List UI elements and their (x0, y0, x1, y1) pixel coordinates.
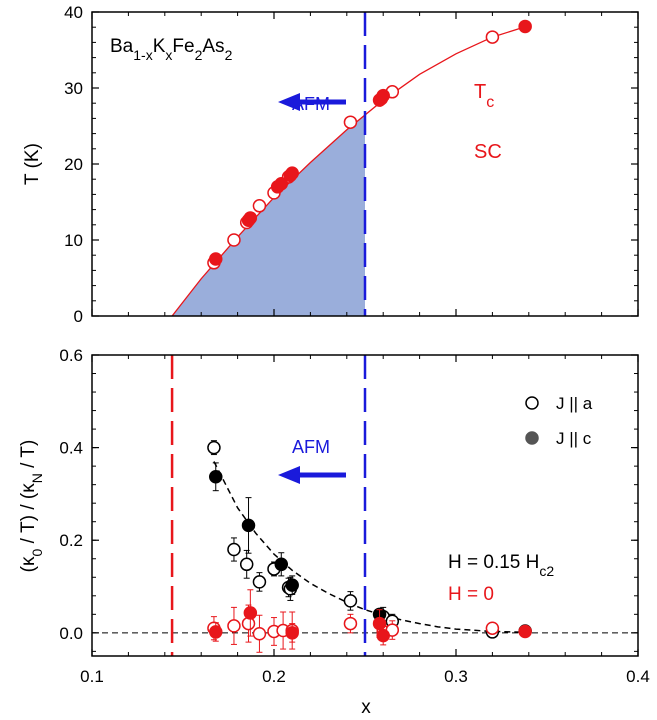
data-point (227, 542, 241, 557)
data-point (227, 619, 241, 633)
y-tick-label: 0.2 (59, 531, 83, 550)
y-tick-label: 30 (64, 79, 83, 98)
y-tick-label: 0.6 (59, 346, 83, 365)
data-point (243, 211, 258, 225)
h-field-label-part: c2 (539, 563, 554, 579)
data-point (274, 557, 289, 572)
h-field-label-part: H = 0.15 H (448, 552, 539, 573)
y-tick-label: 10 (64, 231, 83, 250)
compound-label-part: Fe (172, 36, 194, 57)
y-tick-label: 20 (64, 155, 83, 174)
y-axis-label-bottom-part: / T) (18, 440, 39, 473)
tc-label-part: T (474, 81, 486, 103)
y-tick-label: 40 (64, 3, 83, 22)
data-point (518, 624, 532, 639)
sc-label: SC (474, 141, 502, 163)
legend-marker-open (525, 396, 539, 410)
compound-label-part: x (165, 47, 172, 63)
data-point (372, 616, 387, 631)
data-point (343, 616, 358, 631)
y-tick-label: 0 (74, 307, 83, 326)
afm-label-bottom: AFM (292, 437, 330, 457)
data-point (285, 626, 299, 640)
data-point (343, 594, 358, 608)
legend-label-j-c: J || c (556, 429, 592, 448)
data-point (518, 19, 532, 34)
data-point (376, 88, 390, 103)
y-axis-label-bottom: (κ0 / T) / (κN / T) (18, 440, 45, 573)
x-tick-label: 0.2 (262, 667, 286, 686)
y-tick-label: 0.4 (59, 439, 83, 458)
data-point (209, 625, 223, 639)
data-point (274, 177, 289, 191)
data-point (343, 115, 358, 129)
x-tick-label: 0.3 (444, 667, 468, 686)
compound-label-part: Ba (110, 36, 134, 57)
tc-curve (171, 25, 529, 316)
data-point (485, 30, 500, 44)
legend-label-j-a: J || a (556, 394, 593, 413)
x-tick-label: 0.4 (626, 667, 650, 686)
afm-arrowhead-top (278, 93, 300, 111)
afm-arrowhead-bottom (278, 466, 300, 484)
tc-label-part: c (486, 94, 494, 111)
data-point (209, 252, 223, 266)
compound-label-part: 2 (225, 47, 233, 63)
x-tick-label: 0.1 (80, 667, 104, 686)
data-point (209, 470, 223, 484)
guide-curve (213, 461, 529, 634)
y-axis-label-bottom-part: N (29, 473, 45, 483)
afm-region (172, 114, 365, 316)
compound-label: Ba1-xKxFe2As2 (110, 36, 233, 63)
legend-marker-filled (525, 431, 539, 445)
compound-label-part: As (202, 36, 224, 57)
h-field-label: H = 0.15 Hc2 (448, 552, 554, 579)
data-point (252, 627, 267, 641)
data-point (285, 578, 299, 592)
y-axis-label-bottom-part: (κ (18, 556, 39, 572)
data-point (252, 575, 267, 589)
plot-frame (91, 354, 639, 657)
y-axis-label-bottom-part: / T) / (κ (18, 483, 39, 549)
compound-label-part: 2 (195, 47, 203, 63)
compound-label-part: K (153, 36, 166, 57)
data-point (285, 166, 299, 180)
y-axis-label-bottom-part: 0 (29, 548, 45, 556)
data-point (485, 621, 500, 635)
data-point (241, 518, 256, 533)
compound-label-part: 1-x (133, 47, 152, 63)
h-zero-label: H = 0 (448, 584, 494, 605)
y-tick-label: 0.0 (59, 624, 83, 643)
data-point (243, 606, 258, 620)
tc-label: Tc (474, 81, 494, 111)
data-point (207, 440, 221, 455)
plot-area (171, 12, 532, 316)
data-point (239, 557, 254, 572)
y-axis-label-top: T (K) (22, 143, 43, 185)
x-axis-label: x (361, 697, 371, 718)
data-point (227, 233, 241, 247)
data-point (376, 628, 390, 643)
plot-area (92, 355, 638, 656)
bottom-panel: 0.0 0.2 0.4 0.6 0.1 0.2 0.3 0.4 x (κ0 / T) / (κN … (18, 346, 650, 718)
data-point (252, 199, 267, 213)
